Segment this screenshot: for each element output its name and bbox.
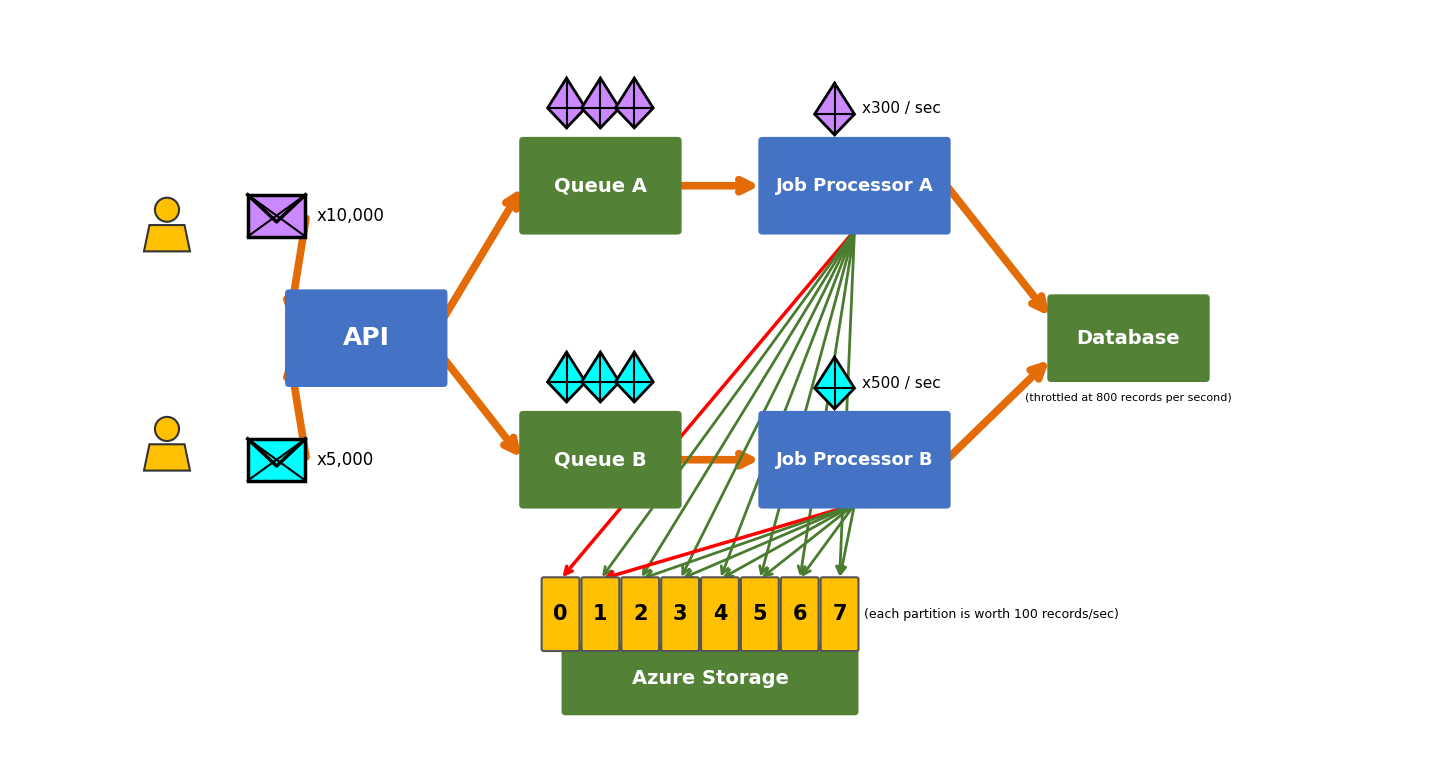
Text: x300 / sec: x300 / sec [862,102,941,116]
Text: 2: 2 [633,604,648,624]
Text: Database: Database [1077,328,1180,348]
FancyBboxPatch shape [758,137,951,235]
FancyBboxPatch shape [781,578,818,651]
Text: x5,000: x5,000 [316,451,373,469]
Polygon shape [582,352,619,402]
FancyBboxPatch shape [622,578,659,651]
Text: 0: 0 [553,604,568,624]
Polygon shape [615,78,654,128]
Polygon shape [548,352,585,402]
Text: 3: 3 [674,604,688,624]
Text: 5: 5 [752,604,766,624]
FancyBboxPatch shape [701,578,739,651]
Polygon shape [548,78,585,128]
FancyBboxPatch shape [741,578,779,651]
FancyBboxPatch shape [285,289,448,387]
Text: (each partition is worth 100 records/sec): (each partition is worth 100 records/sec… [865,608,1120,621]
FancyBboxPatch shape [247,439,306,481]
Text: Job Processor A: Job Processor A [775,177,934,195]
FancyBboxPatch shape [758,411,951,508]
Text: Queue B: Queue B [553,450,646,469]
FancyBboxPatch shape [661,578,699,651]
Text: 6: 6 [792,604,807,624]
Text: 7: 7 [832,604,847,624]
FancyBboxPatch shape [542,578,579,651]
FancyBboxPatch shape [582,578,619,651]
Circle shape [154,417,179,441]
Polygon shape [582,78,619,128]
Text: x500 / sec: x500 / sec [862,375,941,391]
Text: 1: 1 [593,604,608,624]
Text: 4: 4 [712,604,728,624]
Text: Queue A: Queue A [553,176,646,195]
FancyBboxPatch shape [247,195,306,237]
Circle shape [154,198,179,221]
Polygon shape [815,357,855,409]
Polygon shape [144,225,190,251]
Polygon shape [144,444,190,471]
Text: x10,000: x10,000 [316,207,385,225]
FancyBboxPatch shape [519,137,682,235]
Text: (throttled at 800 records per second): (throttled at 800 records per second) [1025,393,1231,403]
Text: Job Processor B: Job Processor B [775,451,934,469]
Text: API: API [343,326,390,350]
Polygon shape [815,83,855,135]
FancyBboxPatch shape [562,643,858,715]
FancyBboxPatch shape [1047,295,1210,382]
FancyBboxPatch shape [519,411,682,508]
Polygon shape [615,352,654,402]
FancyBboxPatch shape [821,578,858,651]
Text: Azure Storage: Azure Storage [632,670,788,688]
